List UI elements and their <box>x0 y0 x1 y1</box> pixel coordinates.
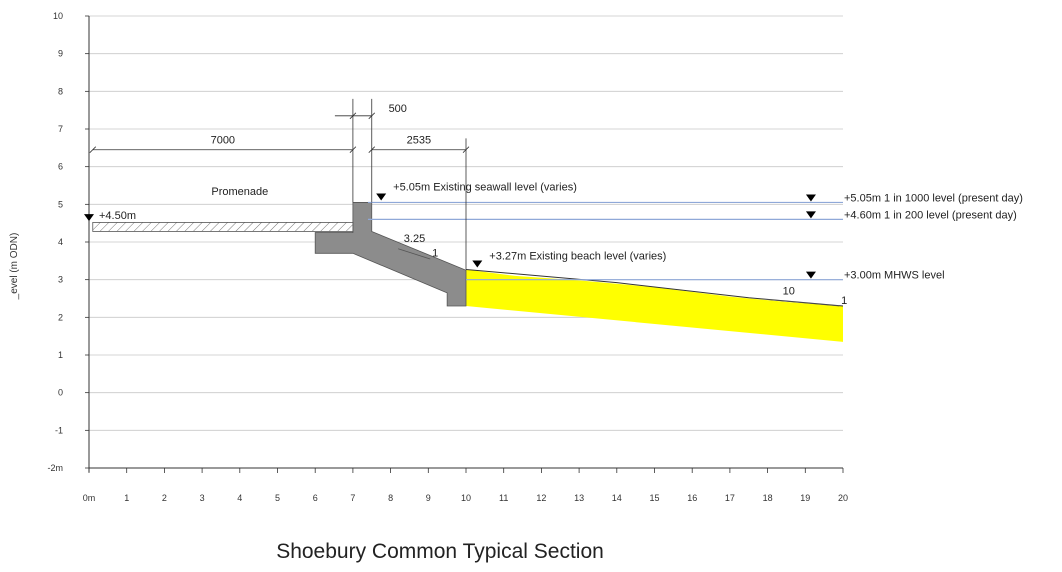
level-marker-triangle <box>805 194 816 202</box>
axes <box>85 15 844 473</box>
slope-run-label: 10 <box>783 286 795 298</box>
y-tick-label: -2m <box>48 463 64 473</box>
x-tick-label: 12 <box>536 493 546 503</box>
level-marker-triangle <box>84 214 94 222</box>
slope-rise-label: 1 <box>432 247 438 259</box>
y-tick-label: 3 <box>58 275 63 285</box>
y-tick-label: 9 <box>58 49 63 59</box>
y-tick-label: -1 <box>55 425 63 435</box>
promenade-label: Promenade <box>211 186 268 198</box>
y-tick-label: 10 <box>53 11 63 21</box>
promenade-slab <box>92 222 354 232</box>
section-fills <box>92 202 844 342</box>
level-marker-label: +5.05m Existing seawall level (varies) <box>393 181 577 193</box>
water-level-label: +5.05m 1 in 1000 level (present day) <box>844 192 1023 204</box>
seawall-concrete <box>314 202 467 307</box>
y-tick-label: 1 <box>58 350 63 360</box>
slope-run-label: 3.25 <box>404 233 425 245</box>
level-marker-triangle <box>376 193 387 201</box>
water-level-label: +3.00m MHWS level <box>844 270 945 282</box>
level-marker-label: +4.50m <box>99 210 136 222</box>
x-tick-label: 1 <box>124 493 129 503</box>
x-tick-label: 7 <box>350 493 355 503</box>
x-tick-labels: 0m 1 2 3 4 5 6 7 8 9 10 11 12 13 14 15 16 17 18 19 20 <box>83 493 848 503</box>
dimension-label: 7000 <box>211 135 235 147</box>
water-level-lines <box>367 201 843 281</box>
x-tick-label: 6 <box>313 493 318 503</box>
level-marker-triangle <box>805 271 816 279</box>
x-tick-label: 17 <box>725 493 735 503</box>
x-tick-label: 5 <box>275 493 280 503</box>
level-marker-triangle <box>472 260 483 268</box>
dimension-tick <box>89 146 97 153</box>
x-tick-label: 16 <box>687 493 697 503</box>
x-tick-label: 9 <box>426 493 431 503</box>
slope-indicator-line <box>398 248 431 260</box>
beach-fill <box>466 269 843 342</box>
dimension-label: 2535 <box>407 135 431 147</box>
y-tick-label: 6 <box>58 162 63 172</box>
x-tick-label: 0m <box>83 493 96 503</box>
y-axis-label: _evel (m ODN) <box>9 233 20 301</box>
x-tick-label: 3 <box>200 493 205 503</box>
level-marker-label: +3.27m Existing beach level (varies) <box>489 250 666 262</box>
y-tick-label: 0 <box>58 388 63 398</box>
water-level-label: +4.60m 1 in 200 level (present day) <box>844 209 1017 221</box>
x-tick-label: 15 <box>649 493 659 503</box>
x-tick-label: 10 <box>461 493 471 503</box>
dimension-lines: 7000 500 2535 <box>89 98 470 270</box>
level-markers <box>84 193 816 279</box>
y-tick-label: 4 <box>58 237 63 247</box>
y-tick-label: 7 <box>58 124 63 134</box>
level-marker-triangle <box>805 211 816 219</box>
slope-rise-label: 1 <box>841 295 847 307</box>
x-tick-label: 19 <box>800 493 810 503</box>
y-tick-label: 5 <box>58 199 63 209</box>
x-tick-label: 20 <box>838 493 848 503</box>
x-tick-label: 18 <box>763 493 773 503</box>
x-tick-label: 4 <box>237 493 242 503</box>
annotations: +5.05m 1 in 1000 level (present day) +4.6… <box>99 181 1023 307</box>
slope-indicator-line <box>767 299 840 307</box>
y-tick-label: 2 <box>58 312 63 322</box>
x-tick-label: 11 <box>499 493 508 503</box>
y-tick-label: 8 <box>58 86 63 96</box>
section-title: Shoebury Common Typical Section <box>276 540 604 563</box>
x-tick-label: 8 <box>388 493 393 503</box>
x-tick-label: 2 <box>162 493 167 503</box>
dimension-label: 500 <box>389 103 407 115</box>
x-tick-label: 13 <box>574 493 584 503</box>
x-tick-label: 14 <box>612 493 622 503</box>
